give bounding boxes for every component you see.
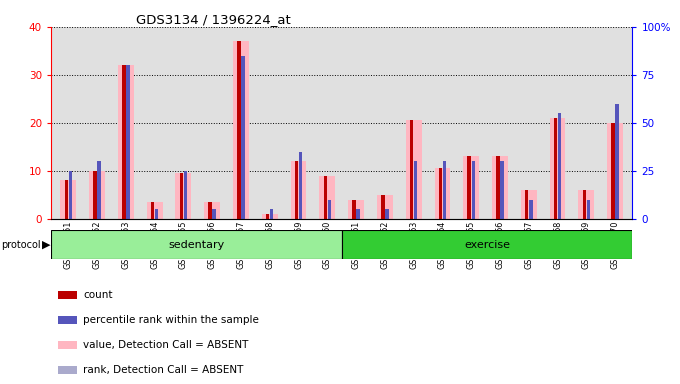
Text: GDS3134 / 1396224_at: GDS3134 / 1396224_at xyxy=(136,13,291,26)
Bar xyxy=(410,121,413,219)
Text: count: count xyxy=(83,290,112,300)
Bar xyxy=(58,341,77,349)
Bar xyxy=(356,209,360,219)
Bar xyxy=(155,209,158,219)
Bar xyxy=(341,230,632,259)
Bar xyxy=(492,157,508,219)
Bar xyxy=(352,200,356,219)
Text: sedentary: sedentary xyxy=(168,240,224,250)
Bar xyxy=(607,123,623,219)
Bar xyxy=(328,200,331,219)
Bar xyxy=(615,104,619,219)
Bar xyxy=(266,214,269,219)
Bar xyxy=(97,161,101,219)
Bar xyxy=(558,113,561,219)
Bar xyxy=(443,161,446,219)
Text: rank, Detection Call = ABSENT: rank, Detection Call = ABSENT xyxy=(83,365,243,375)
Bar xyxy=(521,190,537,219)
Bar xyxy=(204,202,220,219)
Bar xyxy=(69,171,72,219)
Bar xyxy=(348,200,364,219)
Bar xyxy=(377,195,393,219)
Bar xyxy=(237,41,241,219)
Bar xyxy=(439,169,442,219)
Bar xyxy=(126,65,130,219)
Bar xyxy=(212,209,216,219)
Bar xyxy=(233,41,249,219)
Text: percentile rank within the sample: percentile rank within the sample xyxy=(83,315,259,325)
Bar xyxy=(61,180,76,219)
Bar xyxy=(209,202,212,219)
Bar xyxy=(579,190,594,219)
Bar xyxy=(471,161,475,219)
Bar xyxy=(414,161,418,219)
Bar xyxy=(385,209,388,219)
Bar xyxy=(500,161,504,219)
Bar xyxy=(58,366,77,374)
Bar xyxy=(147,202,163,219)
Bar xyxy=(151,202,154,219)
Bar xyxy=(381,195,385,219)
Bar xyxy=(51,230,341,259)
Text: protocol: protocol xyxy=(1,240,41,250)
Bar xyxy=(262,214,277,219)
Text: value, Detection Call = ABSENT: value, Detection Call = ABSENT xyxy=(83,340,248,350)
Bar xyxy=(554,118,558,219)
Bar xyxy=(611,123,615,219)
Bar xyxy=(58,291,77,299)
Bar xyxy=(180,173,183,219)
Bar xyxy=(290,161,307,219)
Bar xyxy=(583,190,586,219)
Bar xyxy=(587,200,590,219)
Bar xyxy=(241,56,245,219)
Bar xyxy=(496,157,500,219)
Bar xyxy=(89,171,105,219)
Bar xyxy=(324,176,327,219)
Bar xyxy=(435,169,450,219)
Bar xyxy=(122,65,126,219)
Bar xyxy=(175,173,191,219)
Bar xyxy=(184,171,187,219)
Bar xyxy=(299,152,303,219)
Bar xyxy=(529,200,532,219)
Bar xyxy=(406,121,422,219)
Bar xyxy=(295,161,299,219)
Bar xyxy=(65,180,68,219)
Bar xyxy=(463,157,479,219)
Bar xyxy=(58,316,77,324)
Text: ▶: ▶ xyxy=(42,240,50,250)
Bar xyxy=(270,209,273,219)
Bar xyxy=(549,118,566,219)
Bar xyxy=(320,176,335,219)
Bar xyxy=(467,157,471,219)
Bar xyxy=(525,190,528,219)
Bar xyxy=(118,65,134,219)
Text: exercise: exercise xyxy=(464,240,510,250)
Bar xyxy=(93,171,97,219)
